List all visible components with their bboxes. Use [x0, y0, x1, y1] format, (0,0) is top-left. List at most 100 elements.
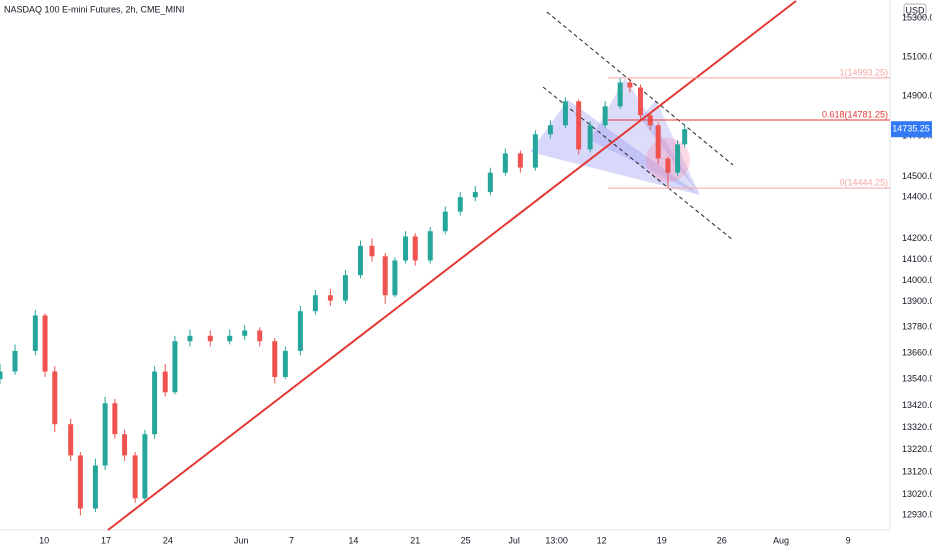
candle-body	[122, 434, 128, 456]
candle-body	[282, 350, 288, 377]
candle-body	[102, 403, 108, 466]
candle-body	[92, 465, 98, 509]
candle-body	[638, 87, 644, 116]
candle-body	[357, 245, 363, 276]
candle-body	[162, 371, 168, 393]
fib-label: 0(14444.25)	[839, 178, 888, 188]
x-tick-label: Jul	[508, 535, 520, 545]
candle-body	[602, 106, 608, 126]
candle-body	[42, 315, 48, 372]
y-tick-label: 14000.00	[902, 275, 932, 285]
candle-body	[682, 129, 688, 145]
y-tick-label: 13900.00	[902, 296, 932, 306]
y-tick-label: 14100.00	[902, 254, 932, 264]
trend-line	[107, 0, 797, 531]
candle-body	[442, 211, 448, 232]
candle-body	[382, 256, 388, 296]
pattern-triangle	[530, 100, 700, 195]
currency-box	[903, 3, 927, 18]
x-tick-label: 26	[717, 535, 727, 545]
candle-body	[297, 311, 303, 351]
x-tick-label: Jun	[234, 535, 249, 545]
candle-body	[112, 403, 118, 435]
candle-body	[532, 134, 538, 168]
candle-body	[369, 245, 375, 257]
x-tick-label: 19	[657, 535, 667, 545]
pattern-triangle	[640, 100, 700, 195]
candle-body	[587, 125, 593, 150]
currency: USD	[905, 5, 925, 15]
candle-body	[517, 153, 523, 168]
y-tick-label: 13320.00	[902, 422, 932, 432]
candle-body	[665, 158, 671, 173]
candle-body	[342, 275, 348, 301]
candle-body	[0, 371, 3, 380]
candle-body	[152, 371, 158, 435]
y-tick-label: 12930.00	[902, 510, 932, 520]
chart-title: NASDAQ 100 E-mini Futures, 2h, CME_MINI	[4, 4, 185, 14]
x-tick-label: 13:00	[545, 535, 568, 545]
y-tick-label: 14200.00	[902, 233, 932, 243]
y-tick-label: 14400.00	[902, 192, 932, 202]
candles	[0, 77, 688, 516]
candle-body	[427, 231, 433, 261]
candle-body	[576, 101, 582, 150]
candle-body	[207, 335, 213, 342]
x-tick-label: 9	[846, 535, 851, 545]
candle-body	[617, 82, 623, 107]
y-tick-label: 13660.00	[902, 347, 932, 357]
y-tick-label: 15100.00	[902, 51, 932, 61]
candle-body	[52, 371, 58, 425]
candle-body	[242, 330, 248, 336]
candle-body	[472, 192, 478, 198]
candle-body	[187, 335, 193, 342]
y-tick-label: 14500.00	[902, 171, 932, 181]
candle-body	[675, 144, 681, 173]
x-tick-label: 12	[597, 535, 607, 545]
x-tick-label: 14	[348, 535, 358, 545]
last-price-box	[891, 121, 932, 138]
candle-body	[655, 125, 661, 159]
candle-body	[562, 101, 568, 126]
candle-body	[257, 330, 263, 342]
x-tick-label: Aug	[773, 535, 789, 545]
candle-body	[327, 295, 333, 301]
candle-body	[227, 335, 233, 342]
candle-body	[412, 236, 418, 261]
channel-line	[542, 86, 734, 241]
candle-body	[32, 315, 38, 351]
y-tick-label: 13120.00	[902, 467, 932, 477]
candle-body	[312, 295, 318, 312]
pattern-triangle	[590, 78, 700, 195]
candle-body	[132, 455, 138, 499]
y-tick-label: 15300.00	[902, 12, 932, 22]
candle-body	[172, 341, 178, 393]
candle-body	[502, 153, 508, 173]
x-tick-label: 10	[39, 535, 49, 545]
x-tick-label: 7	[289, 535, 294, 545]
y-tick-label: 13020.00	[902, 489, 932, 499]
candle-body	[627, 82, 633, 88]
y-tick-label: 13220.00	[902, 444, 932, 454]
candle-body	[487, 172, 493, 193]
x-tick-label: 21	[410, 535, 420, 545]
x-tick-label: 17	[101, 535, 111, 545]
candle-body	[12, 350, 18, 372]
last-price-label: 14735.25	[892, 124, 930, 134]
y-tick-label: 13540.00	[902, 374, 932, 384]
candle-body	[547, 125, 553, 135]
candle-body	[457, 197, 463, 212]
candle-body	[392, 260, 398, 296]
y-tick-label: 14900.00	[902, 91, 932, 101]
x-tick-label: 24	[163, 535, 173, 545]
fib-label: 0.618(14781.25)	[822, 109, 888, 119]
y-tick-label: 13780.00	[902, 322, 932, 332]
candle-body	[77, 455, 83, 509]
candle-body	[272, 341, 278, 377]
candle-body	[142, 434, 148, 499]
x-tick-label: 25	[461, 535, 471, 545]
candle-body	[68, 424, 74, 456]
